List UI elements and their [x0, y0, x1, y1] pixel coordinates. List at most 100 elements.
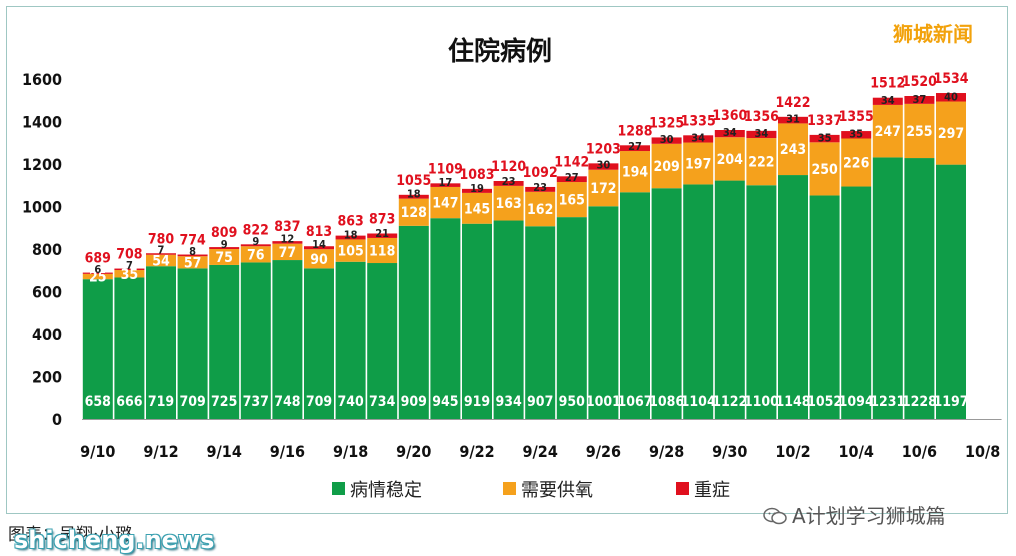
bar-segment-stable — [525, 226, 556, 419]
data-label-critical: 18 — [344, 228, 358, 241]
bar-segment-critical — [556, 176, 587, 183]
bar-segment-critical — [272, 241, 303, 244]
data-label-critical: 19 — [470, 182, 484, 195]
x-tick-label: 9/20 — [396, 442, 431, 461]
bar-segment-stable — [683, 184, 714, 419]
bar-segment-critical — [177, 254, 208, 257]
bar-segment-critical — [620, 145, 650, 152]
bar-segment-critical — [82, 272, 113, 274]
y-tick-label: 1400 — [22, 113, 62, 132]
bar-segment-stable — [809, 195, 840, 419]
data-label-total: 1512 — [870, 76, 905, 92]
data-label-stable: 666 — [116, 394, 143, 410]
chart-frame — [6, 6, 1008, 514]
data-label-oxygen: 25 — [89, 270, 107, 286]
data-label-critical: 18 — [407, 188, 421, 201]
data-label-total: 1337 — [807, 113, 842, 129]
bar-segment-critical — [778, 116, 808, 124]
bar-segment-critical — [335, 235, 366, 240]
data-label-stable: 734 — [369, 394, 396, 410]
data-label-total: 809 — [211, 225, 237, 241]
bar-segment-critical — [240, 244, 271, 247]
x-tick-label: 9/10 — [80, 442, 115, 461]
data-label-oxygen: 165 — [559, 193, 585, 209]
bar-segment-critical — [809, 134, 840, 143]
data-label-stable: 748 — [274, 394, 300, 410]
bar-segment-stable — [82, 279, 113, 419]
data-label-critical: 9 — [252, 235, 259, 248]
data-label-critical: 8 — [189, 245, 196, 258]
x-tick-label: 10/6 — [902, 442, 937, 461]
bar-segment-stable — [651, 188, 682, 419]
bar-segment-stable — [588, 206, 619, 419]
data-label-stable: 1228 — [902, 394, 937, 410]
data-label-stable: 909 — [401, 394, 427, 410]
y-tick-label: 1000 — [22, 198, 62, 217]
data-label-critical: 34 — [755, 127, 769, 140]
bar-segment-critical — [651, 137, 682, 144]
watermark-account-text: A计划学习狮城篇 — [792, 504, 946, 528]
x-tick-label: 10/2 — [775, 442, 810, 461]
data-label-total: 873 — [369, 211, 395, 227]
data-label-stable: 1197 — [933, 394, 968, 410]
data-label-critical: 34 — [723, 126, 737, 139]
data-label-oxygen: 162 — [527, 202, 553, 218]
bar-segment-critical — [714, 130, 745, 138]
data-label-stable: 945 — [432, 394, 458, 410]
y-tick-label: 600 — [32, 283, 62, 302]
data-label-stable: 709 — [179, 394, 205, 410]
x-tick-label: 9/28 — [649, 442, 684, 461]
bar-segment-stable — [493, 220, 524, 419]
bar-segment-critical — [683, 135, 714, 143]
bar-segment-oxygen — [651, 143, 682, 189]
data-label-total: 1325 — [649, 115, 684, 131]
bar-segment-stable — [335, 261, 366, 419]
data-label-critical: 35 — [818, 131, 832, 144]
data-label-critical: 30 — [597, 159, 611, 172]
data-label-total: 689 — [85, 251, 111, 267]
bar-segment-oxygen — [936, 101, 966, 165]
data-label-oxygen: 297 — [938, 126, 964, 142]
data-label-oxygen: 250 — [811, 162, 838, 178]
bar-segment-stable — [367, 263, 398, 419]
data-label-critical: 6 — [94, 263, 101, 276]
bar-segment-oxygen — [82, 273, 113, 280]
data-label-critical: 27 — [565, 171, 579, 184]
data-label-critical: 14 — [312, 238, 326, 251]
y-tick-label: 1200 — [22, 155, 62, 174]
x-tick-label: 9/24 — [523, 442, 558, 461]
y-tick-label: 800 — [32, 240, 62, 259]
x-tick-label: 9/12 — [143, 442, 178, 461]
data-label-total: 1120 — [491, 159, 526, 175]
bar-segment-critical — [398, 194, 429, 199]
data-label-critical: 17 — [439, 176, 453, 189]
data-label-critical: 12 — [281, 233, 295, 246]
data-label-total: 837 — [274, 219, 300, 235]
legend-label: 需要供氧 — [521, 480, 593, 501]
data-label-oxygen: 226 — [843, 156, 870, 172]
data-label-stable: 950 — [559, 394, 586, 410]
bar-segment-stable — [114, 277, 145, 419]
data-label-total: 822 — [243, 222, 269, 238]
bar-segment-stable — [778, 175, 808, 419]
bar-segment-critical — [872, 97, 903, 105]
legend-label: 重症 — [694, 480, 730, 501]
data-label-total: 813 — [306, 224, 332, 240]
bar-segment-oxygen — [304, 249, 334, 269]
bar-segment-oxygen — [809, 142, 840, 196]
data-label-oxygen: 209 — [653, 159, 679, 175]
data-label-total: 1335 — [681, 113, 716, 129]
bar-segment-critical — [367, 233, 398, 238]
bar-segment-oxygen — [398, 198, 429, 226]
bar-segment-stable — [398, 225, 429, 419]
figure-caption: 图表：吴翔·小璐 — [8, 525, 133, 545]
data-label-oxygen: 128 — [401, 205, 427, 221]
data-label-stable: 737 — [243, 394, 269, 410]
bar-segment-critical — [588, 163, 619, 170]
bar-segment-oxygen — [146, 254, 176, 267]
chart-title: 住院病例 — [448, 36, 552, 67]
data-label-total: 1288 — [617, 123, 652, 139]
data-label-total: 1360 — [712, 108, 747, 124]
data-label-stable: 725 — [211, 394, 237, 410]
